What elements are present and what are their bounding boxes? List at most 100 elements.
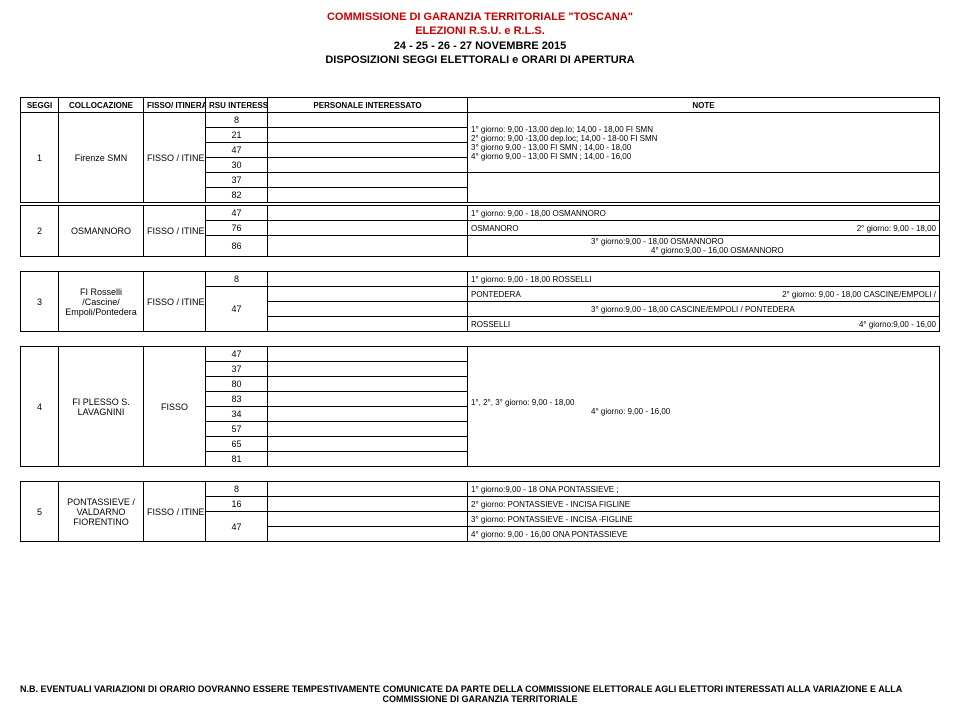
note-line: 4° giorno: 9,00 - 16,00: [471, 407, 936, 416]
pers-cell: [268, 527, 468, 542]
note-text: PONTEDERA: [471, 290, 521, 299]
rsu-cell: 8: [206, 482, 268, 497]
col-fix: FISSO/ ITINERANTE: [144, 98, 206, 113]
note-cell: 3° giorno:9,00 - 18,00 CASCINE/EMPOLI / …: [468, 302, 940, 317]
note-cell: PONTEDERA 2° giorno: 9,00 - 18,00 CASCIN…: [468, 287, 940, 302]
footnote-line-1: N.B. EVENTUALI VARIAZIONI DI ORARIO DOVR…: [20, 684, 940, 694]
note-text: 4° giorno:9,00 - 16,00 OSMANNORO: [471, 246, 784, 255]
footnote-line-2: COMMISSIONE DI GARANZIA TERRITORIALE: [20, 694, 940, 704]
rsu-cell: 8: [206, 272, 268, 287]
seggio-coll: PONTASSIEVE / VALDARNO FIORENTINO: [59, 482, 144, 542]
rsu-cell: 37: [206, 173, 268, 188]
col-coll: COLLOCAZIONE: [59, 98, 144, 113]
seggio-fix: FISSO / ITINERANTE: [144, 206, 206, 257]
seggio-num: 3: [21, 272, 59, 332]
pers-cell: [268, 422, 468, 437]
header-line-4: DISPOSIZIONI SEGGI ELETTORALI e ORARI DI…: [20, 53, 940, 67]
note-cell: 1° giorno: 9,00 -13,00 dep.lo; 14,00 - 1…: [468, 113, 940, 173]
seggio-num: 2: [21, 206, 59, 257]
note-text: 4° giorno:9,00 - 16,00: [859, 320, 936, 329]
pers-cell: [268, 362, 468, 377]
seggio-table-1: SEGGI COLLOCAZIONE FISSO/ ITINERANTE RSU…: [20, 97, 940, 203]
note-cell: OSMANORO 2° giorno: 9,00 - 18,00: [468, 221, 940, 236]
rsu-cell: 47: [206, 347, 268, 362]
note-text: OSMANORO: [471, 224, 519, 233]
pers-cell: [268, 512, 468, 527]
rsu-cell: 82: [206, 188, 268, 203]
rsu-cell: 83: [206, 392, 268, 407]
footnote: N.B. EVENTUALI VARIAZIONI DI ORARIO DOVR…: [20, 684, 940, 704]
note-line: 3° giorno 9,00 - 13,00 FI SMN ; 14,00 - …: [471, 143, 936, 152]
pers-cell: [268, 158, 468, 173]
seggio-fix: FISSO: [144, 347, 206, 467]
pers-cell: [268, 221, 468, 236]
rsu-cell: 76: [206, 221, 268, 236]
seggio-coll: OSMANNORO: [59, 206, 144, 257]
rsu-cell: 21: [206, 128, 268, 143]
rsu-cell: 47: [206, 143, 268, 158]
pers-cell: [268, 272, 468, 287]
pers-cell: [268, 392, 468, 407]
note-cell: [468, 173, 940, 203]
note-line: 1°, 2°, 3° giorno: 9,00 - 18,00: [471, 398, 936, 407]
rsu-cell: 86: [206, 236, 268, 257]
pers-cell: [268, 347, 468, 362]
seggio-coll: FI PLESSO S. LAVAGNINI: [59, 347, 144, 467]
rsu-cell: 34: [206, 407, 268, 422]
note-text: ROSSELLI: [471, 320, 510, 329]
seggio-fix: FISSO / ITINERANTE: [144, 482, 206, 542]
page-header: COMMISSIONE DI GARANZIA TERRITORIALE "TO…: [20, 10, 940, 67]
rsu-cell: 65: [206, 437, 268, 452]
note-text: 2° giorno: 9,00 - 18,00: [857, 224, 936, 233]
header-line-2: ELEZIONI R.S.U. e R.L.S.: [20, 24, 940, 38]
seggio-table-2: 2 OSMANNORO FISSO / ITINERANTE 47 1° gio…: [20, 205, 940, 257]
pers-cell: [268, 302, 468, 317]
col-pers: PERSONALE INTERESSATO: [268, 98, 468, 113]
rsu-cell: 37: [206, 362, 268, 377]
pers-cell: [268, 236, 468, 257]
note-text: 3° giorno:9,00 - 18,00 CASCINE/EMPOLI / …: [471, 305, 795, 314]
note-cell: 1° giorno: 9,00 - 18,00 ROSSELLI: [468, 272, 940, 287]
header-line-3: 24 - 25 - 26 - 27 NOVEMBRE 2015: [20, 39, 940, 53]
seggio-coll: FI Rosselli /Cascine/ Empoli/Pontedera: [59, 272, 144, 332]
note-cell: 2° giorno: PONTASSIEVE - INCISA FIGLINE: [468, 497, 940, 512]
pers-cell: [268, 407, 468, 422]
pers-cell: [268, 377, 468, 392]
pers-cell: [268, 317, 468, 332]
rsu-cell: 16: [206, 497, 268, 512]
rsu-cell: 47: [206, 206, 268, 221]
note-cell: ROSSELLI 4° giorno:9,00 - 16,00: [468, 317, 940, 332]
note-cell: 1° giorno:9,00 - 18 ONA PONTASSIEVE ;: [468, 482, 940, 497]
note-cell: 3° giorno:9,00 - 18,00 OSMANNORO 4° gior…: [468, 236, 940, 257]
note-cell: 1° giorno: 9,00 - 18,00 OSMANNORO: [468, 206, 940, 221]
rsu-cell: 81: [206, 452, 268, 467]
seggio-table-4: 4 FI PLESSO S. LAVAGNINI FISSO 47 1°, 2°…: [20, 346, 940, 467]
note-line: 1° giorno: 9,00 -13,00 dep.lo; 14,00 - 1…: [471, 125, 936, 134]
rsu-cell: 47: [206, 512, 268, 542]
note-text: 3° giorno:9,00 - 18,00 OSMANNORO: [471, 237, 724, 246]
note-cell: 4° giorno: 9,00 - 16,00 ONA PONTASSIEVE: [468, 527, 940, 542]
pers-cell: [268, 206, 468, 221]
rsu-cell: 80: [206, 377, 268, 392]
pers-cell: [268, 188, 468, 203]
pers-cell: [268, 128, 468, 143]
rsu-cell: 8: [206, 113, 268, 128]
rsu-cell: 30: [206, 158, 268, 173]
note-cell: 1°, 2°, 3° giorno: 9,00 - 18,00 4° giorn…: [468, 347, 940, 467]
note-text: 2° giorno: 9,00 - 18,00 CASCINE/EMPOLI /: [782, 290, 936, 299]
pers-cell: [268, 437, 468, 452]
note-cell: 3° giorno: PONTASSIEVE - INCISA -FIGLINE: [468, 512, 940, 527]
header-line-1: COMMISSIONE DI GARANZIA TERRITORIALE "TO…: [20, 10, 940, 24]
pers-cell: [268, 113, 468, 128]
note-line: 2° giorno: 9,00 -13,00 dep.loc; 14,00 - …: [471, 134, 936, 143]
seggio-num: 4: [21, 347, 59, 467]
col-rsu: RSU INTERESSATE: [206, 98, 268, 113]
seggio-table-5: 5 PONTASSIEVE / VALDARNO FIORENTINO FISS…: [20, 481, 940, 542]
seggio-coll: Firenze SMN: [59, 113, 144, 203]
pers-cell: [268, 173, 468, 188]
col-note: NOTE: [468, 98, 940, 113]
rsu-cell: 47: [206, 287, 268, 332]
col-seggi: SEGGI: [21, 98, 59, 113]
seggio-num: 5: [21, 482, 59, 542]
pers-cell: [268, 482, 468, 497]
